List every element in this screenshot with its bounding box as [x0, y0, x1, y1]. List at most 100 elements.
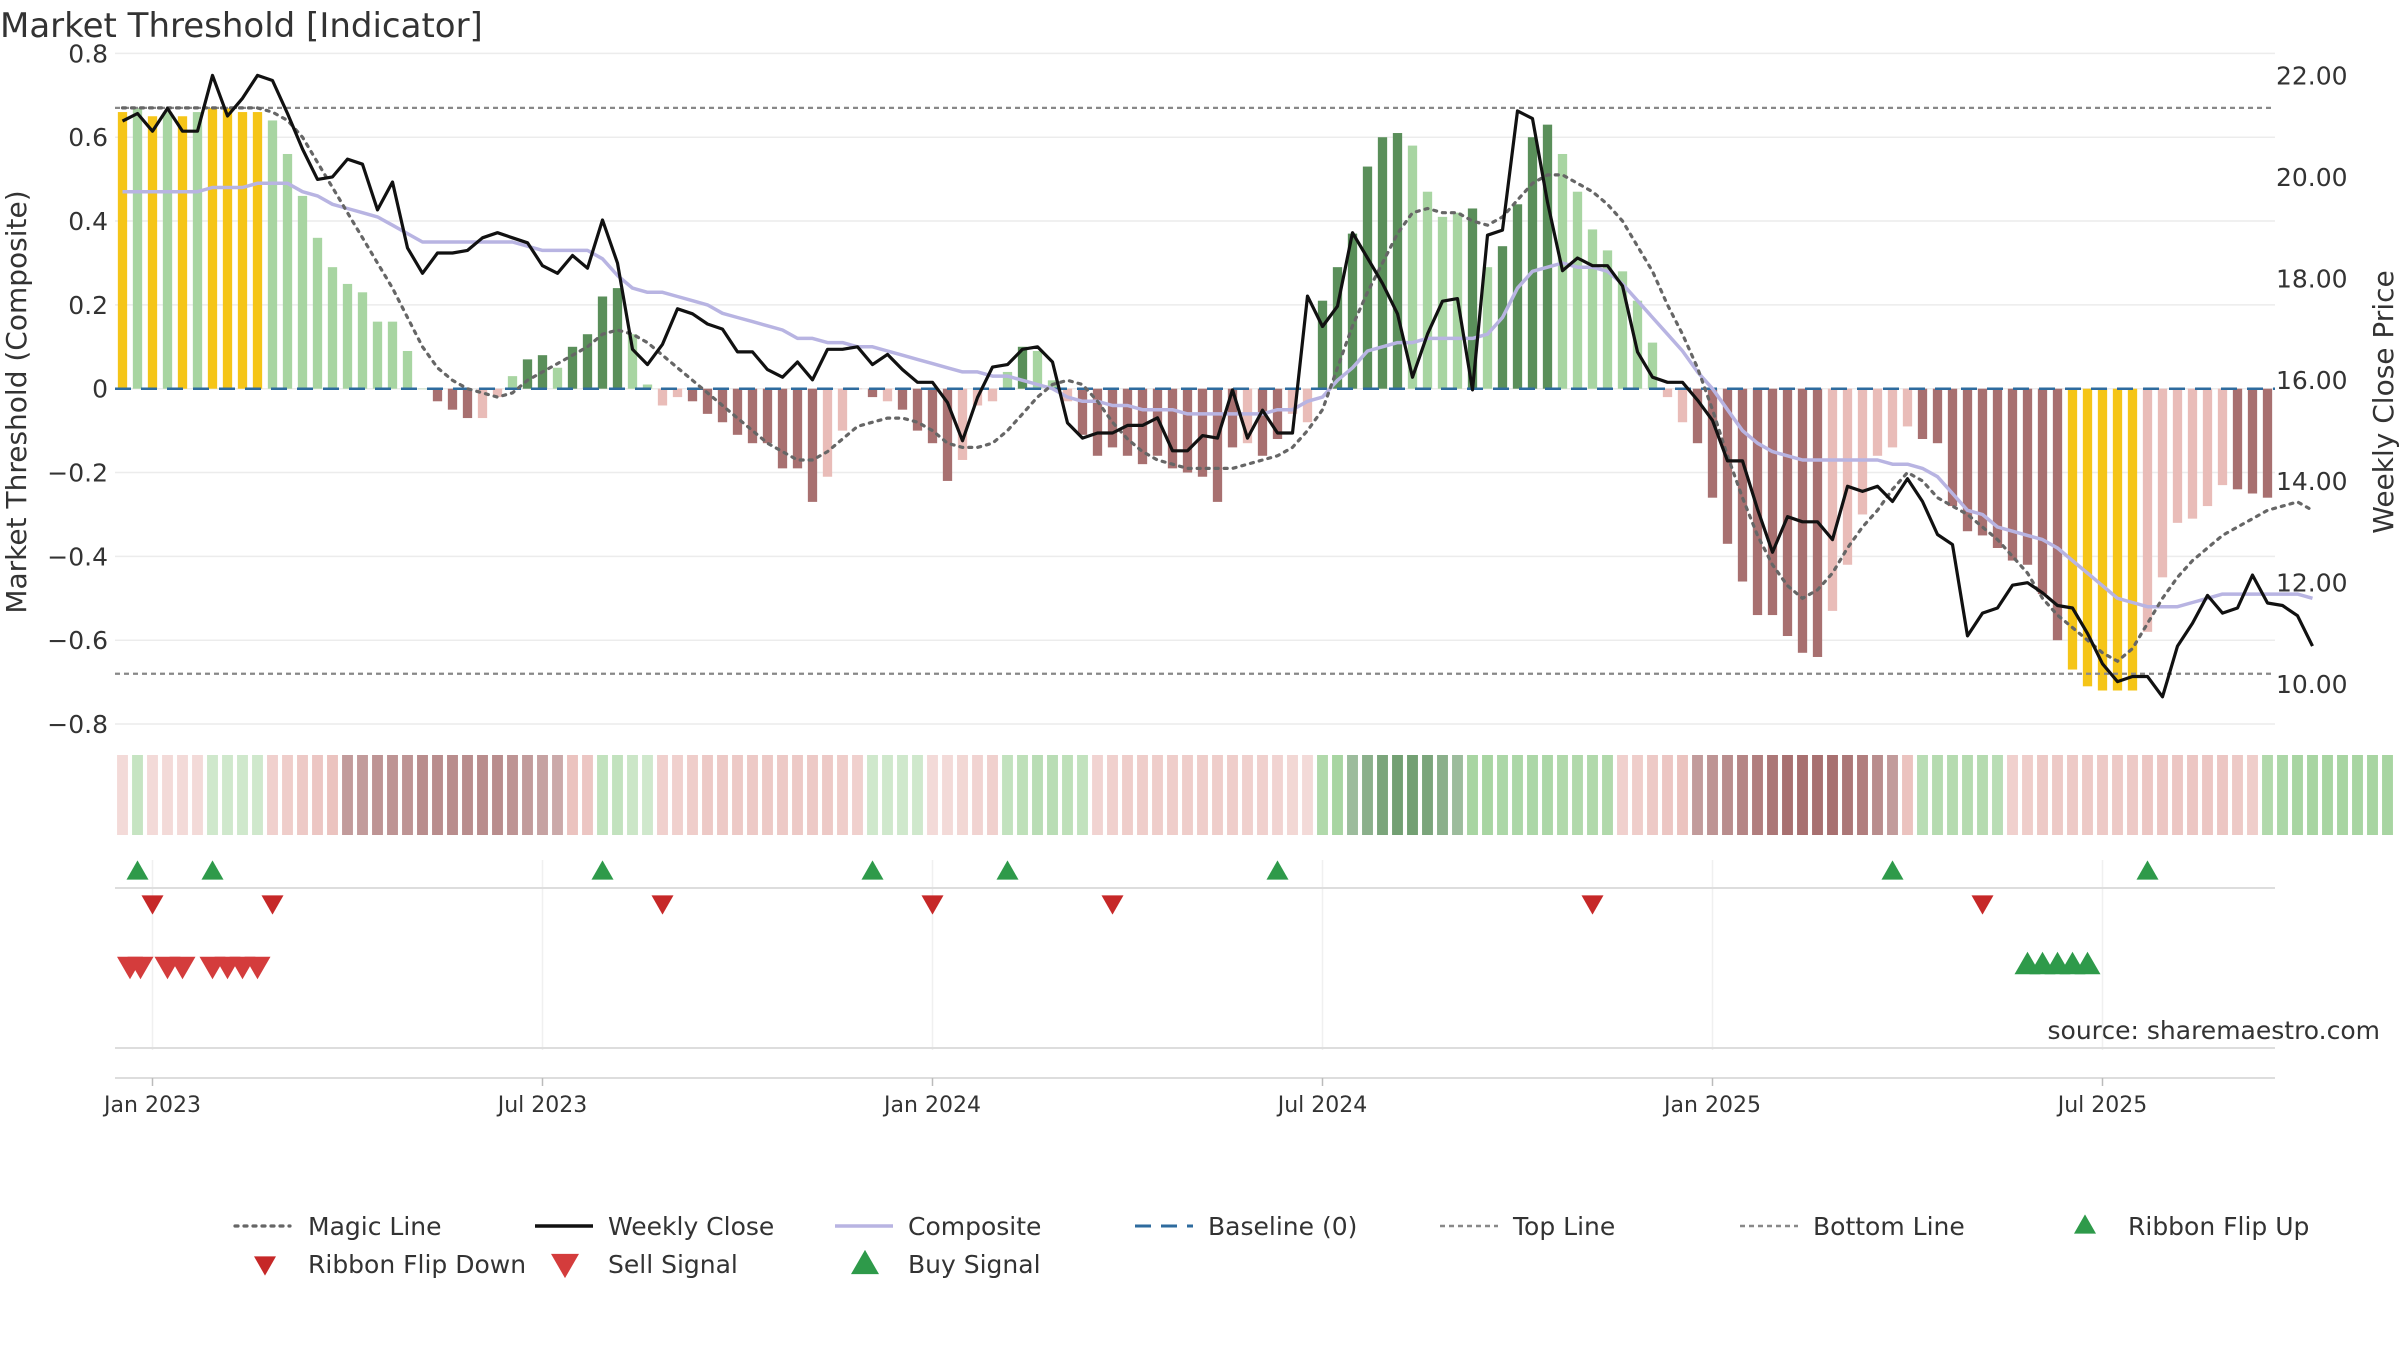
composite-bar	[1152, 388, 1163, 456]
composite-bar	[1407, 145, 1418, 389]
composite-bar	[2187, 388, 2198, 519]
ribbon-flip-down-marker	[261, 895, 284, 915]
composite-bar	[312, 237, 323, 389]
ribbon-cell	[1557, 755, 1568, 835]
composite-bar	[597, 296, 608, 389]
ribbon-cell	[1092, 755, 1103, 835]
ribbon-cell	[2022, 755, 2033, 835]
composite-bar	[2262, 388, 2273, 498]
ribbon-cell	[237, 755, 248, 835]
legend-swatch	[851, 1249, 879, 1275]
composite-bar	[252, 112, 263, 389]
composite-bar	[567, 346, 578, 389]
composite-bar	[1362, 166, 1373, 389]
ribbon-cell	[702, 755, 713, 835]
ribbon-cell	[927, 755, 938, 835]
ribbon-flip-up-marker	[996, 860, 1019, 880]
legend-item: Sell Signal	[551, 1250, 738, 1279]
ribbon-cell	[1287, 755, 1298, 835]
ribbon-cell	[987, 755, 998, 835]
ribbon-cell	[552, 755, 563, 835]
composite-bar	[1662, 388, 1673, 398]
y-right-tick-label: 16.00	[2276, 366, 2348, 395]
ribbon-cell	[2112, 755, 2123, 835]
legend-label: Composite	[908, 1212, 1041, 1241]
x-tick-label: Jul 2023	[496, 1093, 588, 1118]
ribbon-cell	[1242, 755, 1253, 835]
composite-bar	[1017, 346, 1028, 389]
ribbon-cell	[372, 755, 383, 835]
composite-bar	[1242, 388, 1253, 444]
ribbon-cell	[1752, 755, 1763, 835]
lines-layer	[115, 73, 2315, 699]
composite-bar	[1302, 388, 1313, 423]
legend-item: Baseline (0)	[1135, 1212, 1357, 1241]
composite-bar	[792, 388, 803, 469]
ribbon-cell	[1572, 755, 1583, 835]
ribbon-cell	[612, 755, 623, 835]
composite-bar	[402, 350, 413, 389]
composite-bar	[1122, 388, 1133, 456]
ribbon-cell	[1707, 755, 1718, 835]
composite-bar	[552, 367, 563, 389]
composite-bar	[2052, 388, 2063, 641]
composite-bar	[147, 116, 158, 389]
ribbon-cell	[957, 755, 968, 835]
composite-bar	[1887, 388, 1898, 448]
y-right-tick-label: 18.00	[2276, 264, 2348, 293]
y-left-tick-label: 0.8	[68, 39, 108, 68]
ribbon-cell	[1467, 755, 1478, 835]
ribbon-cell	[2067, 755, 2078, 835]
ribbon-flip-up-marker	[201, 860, 224, 880]
composite-bar	[702, 388, 713, 414]
ribbon-cell	[2052, 755, 2063, 835]
ribbon-cell	[1902, 755, 1913, 835]
ribbon-cell	[1587, 755, 1598, 835]
composite-bar	[282, 153, 293, 389]
ribbon-flip-down-marker	[1101, 895, 1124, 915]
ribbon-cell	[2187, 755, 2198, 835]
composite-bar	[1917, 388, 1928, 440]
composite-bar	[1197, 388, 1208, 477]
composite-bar	[1542, 124, 1553, 389]
ribbon-cell	[1737, 755, 1748, 835]
composite-bar	[2247, 388, 2258, 494]
legend-item: Buy Signal	[851, 1249, 1041, 1279]
composite-line	[122, 181, 2313, 609]
composite-bar	[1752, 388, 1763, 616]
ribbon-cell	[522, 755, 533, 835]
composite-bar	[1617, 271, 1628, 389]
ribbon-cell	[1827, 755, 1838, 835]
x-tick-label: Jul 2024	[1276, 1093, 1368, 1118]
composite-bar	[1872, 388, 1883, 456]
ribbon-cell	[312, 755, 323, 835]
y-right-tick-label: 20.00	[2276, 163, 2348, 192]
composite-bar	[1992, 388, 2003, 548]
composite-bar	[2037, 388, 2048, 595]
ribbon-cell	[1002, 755, 1013, 835]
sell-signal-marker	[244, 956, 271, 980]
legend-swatch	[254, 1256, 276, 1276]
composite-bar	[837, 388, 848, 431]
composite-bar	[132, 107, 143, 389]
y-right-tick-label: 14.00	[2276, 467, 2348, 496]
ribbon-flip-down-marker	[921, 895, 944, 915]
ribbon-cell	[207, 755, 218, 835]
composite-bar	[1167, 388, 1178, 469]
ribbon-cell	[1272, 755, 1283, 835]
ribbon-cell	[2082, 755, 2093, 835]
ribbon-cell	[2247, 755, 2258, 835]
composite-bar	[417, 388, 428, 390]
ribbon-cell	[1122, 755, 1133, 835]
composite-bar	[2082, 388, 2093, 687]
ribbon-cell	[2307, 755, 2318, 835]
composite-bar	[822, 388, 833, 477]
y-right-tick-label: 10.00	[2276, 670, 2348, 699]
ribbon-cell	[2157, 755, 2168, 835]
composite-bar	[1422, 191, 1433, 389]
composite-bar	[1182, 388, 1193, 473]
ribbon-cell	[1662, 755, 1673, 835]
ribbon-cell	[1887, 755, 1898, 835]
composite-bar	[1962, 388, 1973, 532]
composite-bar	[627, 334, 638, 389]
